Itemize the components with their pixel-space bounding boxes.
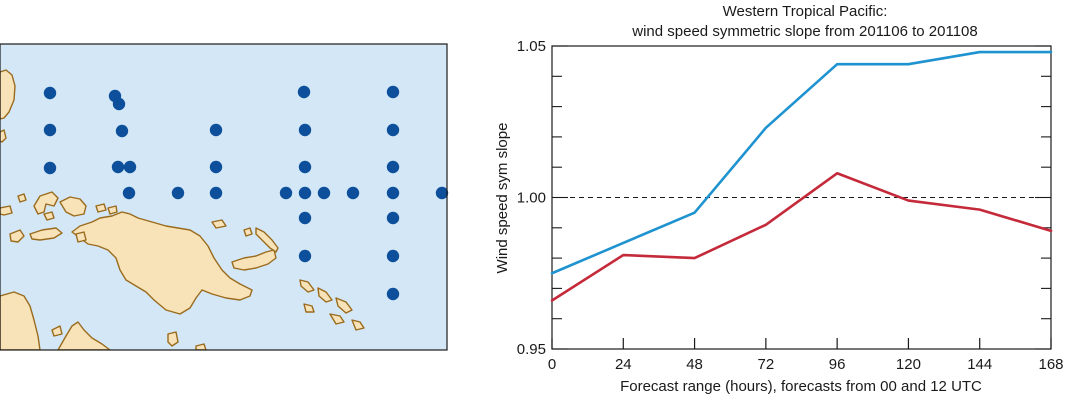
land-solomons bbox=[335, 297, 353, 314]
x-tick-label: 24 bbox=[615, 356, 632, 373]
station-marker bbox=[209, 160, 223, 174]
x-tick-label: 120 bbox=[896, 356, 921, 373]
map-frame bbox=[0, 43, 448, 351]
station-marker bbox=[386, 249, 400, 263]
station-marker bbox=[386, 287, 400, 301]
station-marker bbox=[386, 123, 400, 137]
line-chart: Western Tropical Pacific: wind speed sym… bbox=[494, 3, 1064, 395]
land-new-britain bbox=[231, 249, 277, 271]
land-islet bbox=[243, 227, 253, 237]
land-philippines bbox=[0, 69, 16, 120]
station-marker bbox=[317, 186, 331, 200]
station-marker bbox=[298, 211, 312, 225]
land-islet bbox=[75, 231, 87, 243]
x-tick-label: 96 bbox=[829, 356, 846, 373]
station-marker bbox=[279, 186, 293, 200]
station-marker bbox=[297, 85, 311, 99]
chart-title: Western Tropical Pacific: bbox=[723, 3, 888, 20]
station-marker bbox=[298, 186, 312, 200]
station-marker bbox=[115, 124, 129, 138]
map-ocean bbox=[0, 44, 447, 350]
station-marker bbox=[298, 249, 312, 263]
x-tick-label: 0 bbox=[548, 356, 556, 373]
station-markers bbox=[43, 85, 449, 301]
station-marker bbox=[298, 160, 312, 174]
land-islet bbox=[195, 343, 207, 350]
station-marker bbox=[209, 123, 223, 137]
station-marker bbox=[209, 186, 223, 200]
map-land bbox=[0, 69, 365, 350]
station-marker bbox=[435, 186, 449, 200]
station-marker bbox=[111, 160, 125, 174]
station-marker bbox=[122, 186, 136, 200]
land-new-guinea bbox=[71, 211, 253, 315]
y-tick-label: 1.05 bbox=[517, 38, 546, 55]
land-new-ireland bbox=[255, 227, 279, 253]
land-halmahera bbox=[33, 191, 59, 215]
land-islet bbox=[43, 211, 55, 221]
land-islet bbox=[51, 325, 63, 337]
x-tick-label: 144 bbox=[967, 356, 992, 373]
series-line-2 bbox=[550, 171, 1053, 302]
land-islet bbox=[0, 129, 7, 143]
land-australia bbox=[0, 291, 41, 350]
land-solomons bbox=[351, 319, 365, 331]
series-line-1 bbox=[550, 50, 1053, 275]
land-solomons bbox=[303, 303, 315, 313]
station-marker bbox=[43, 86, 57, 100]
land-solomons bbox=[299, 279, 315, 293]
y-tick-label: 1.00 bbox=[517, 190, 546, 207]
y-tick-label: 0.95 bbox=[517, 341, 546, 358]
land-australia-cape-york bbox=[57, 321, 111, 350]
station-marker bbox=[386, 85, 400, 99]
x-axis-label: Forecast range (hours), forecasts from 0… bbox=[620, 378, 982, 395]
x-tick-label: 168 bbox=[1038, 356, 1063, 373]
land-islet bbox=[17, 193, 27, 203]
station-marker bbox=[346, 186, 360, 200]
land-solomons bbox=[317, 287, 333, 303]
station-marker bbox=[386, 186, 400, 200]
land-seram bbox=[29, 227, 63, 241]
land-manus bbox=[211, 219, 227, 229]
station-marker bbox=[171, 186, 185, 200]
land-islet bbox=[0, 205, 13, 216]
station-marker bbox=[112, 97, 126, 111]
land-islet bbox=[167, 331, 179, 347]
station-map bbox=[0, 43, 449, 351]
land-waigeo bbox=[59, 196, 87, 217]
land-solomons bbox=[329, 313, 345, 325]
land-islet bbox=[107, 205, 118, 215]
chart-subtitle: wind speed symmetric slope from 201106 t… bbox=[631, 23, 977, 40]
station-marker bbox=[123, 160, 137, 174]
station-marker bbox=[298, 123, 312, 137]
plot-area: 0 24 48 72 96 120 144 168 0.95 1.00 1.05 bbox=[517, 38, 1064, 373]
land-islet bbox=[95, 203, 107, 213]
station-marker bbox=[386, 211, 400, 225]
land-seram bbox=[9, 229, 25, 243]
station-marker bbox=[43, 161, 57, 175]
station-marker bbox=[43, 123, 57, 137]
y-axis-label: Wind speed sym slope bbox=[494, 123, 511, 274]
x-tick-label: 48 bbox=[686, 356, 703, 373]
x-tick-label: 72 bbox=[758, 356, 775, 373]
station-marker bbox=[386, 160, 400, 174]
